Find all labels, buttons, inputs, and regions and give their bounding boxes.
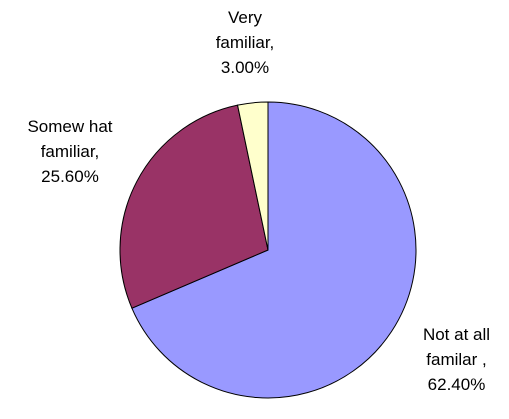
pie-slices xyxy=(119,101,417,399)
slice-label-not-at-all-familiar: Not at all familar , 62.40% xyxy=(404,322,509,397)
pie-slice-somewhat-familiar xyxy=(119,104,269,309)
pie-slice-very-familiar xyxy=(236,101,269,251)
label-line: Somew hat xyxy=(27,117,113,136)
slice-label-somewhat-familiar: Somew hat familiar, 25.60% xyxy=(0,114,140,189)
label-line: familar , xyxy=(426,350,487,369)
pie-slice-not-at-all-familar xyxy=(131,101,417,399)
label-line: familiar, xyxy=(40,142,100,161)
label-line: Very xyxy=(227,8,263,27)
label-line: 62.40% xyxy=(427,375,486,394)
label-line: Not at all xyxy=(422,325,491,344)
label-line: familiar, xyxy=(215,33,275,52)
label-line: 25.60% xyxy=(41,167,99,186)
label-line: 3.00% xyxy=(220,58,270,77)
slice-label-very-familiar: Very familiar, 3.00% xyxy=(185,5,305,80)
